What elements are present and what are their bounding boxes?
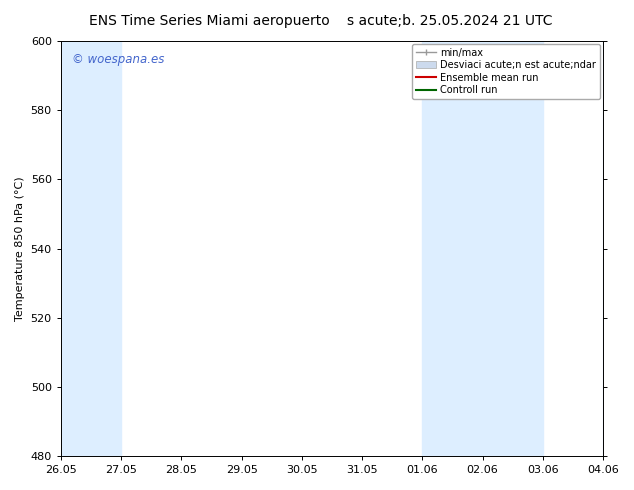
Text: ENS Time Series Miami aeropuerto: ENS Time Series Miami aeropuerto [89,14,330,28]
Bar [482,41,543,456]
Text: © woespana.es: © woespana.es [72,53,164,67]
Legend: min/max, Desviaci acute;n est acute;ndar, Ensemble mean run, Controll run: min/max, Desviaci acute;n est acute;ndar… [412,44,600,99]
Y-axis label: Temperature 850 hPa (°C): Temperature 850 hPa (°C) [15,176,25,321]
Bar [422,41,482,456]
Bar [61,41,121,456]
Bar [603,41,634,456]
Text: s acute;b. 25.05.2024 21 UTC: s acute;b. 25.05.2024 21 UTC [347,14,553,28]
